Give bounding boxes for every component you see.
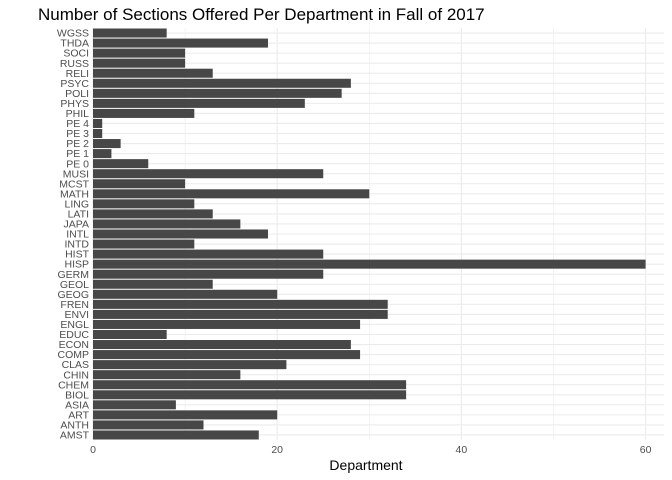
- bar-ling: [93, 199, 195, 209]
- bar-phys: [93, 98, 305, 108]
- y-tick-label: COMP: [58, 349, 90, 361]
- bars: [93, 28, 646, 440]
- bar-reli: [93, 68, 213, 78]
- bar-lati: [93, 209, 213, 219]
- y-tick-label: CLAS: [62, 359, 89, 371]
- y-tick-label: ANTH: [60, 420, 89, 432]
- bar-hist: [93, 249, 324, 259]
- y-tick-label: ENVI: [64, 309, 89, 321]
- y-tick-label: GEOL: [60, 279, 89, 291]
- y-tick-label: GERM: [58, 269, 90, 281]
- y-tick-label: PE 4: [66, 118, 89, 130]
- bar-soci: [93, 48, 186, 58]
- bar-chin: [93, 370, 241, 380]
- y-tick-label: ASIA: [65, 399, 89, 411]
- bar-educ: [93, 329, 167, 340]
- y-tick-label: THDA: [60, 38, 89, 50]
- y-tick-label: PE 3: [66, 128, 89, 140]
- bar-asia: [93, 400, 176, 410]
- x-tick-label: 0: [90, 444, 96, 456]
- y-tick-label: PHIL: [66, 108, 90, 120]
- x-tick-label: 20: [271, 444, 283, 456]
- y-tick-label: CHIN: [63, 369, 89, 381]
- bar-musi: [93, 169, 324, 179]
- y-tick-label: INTD: [65, 239, 90, 251]
- bar-biol: [93, 390, 407, 400]
- x-tick-label: 40: [456, 444, 468, 456]
- y-tick-labels: AMSTANTHARTASIABIOLCHEMCHINCLASCOMPECONE…: [57, 28, 90, 442]
- bar-pe-3: [93, 128, 103, 139]
- bar-comp: [93, 350, 361, 360]
- bar-intd: [93, 239, 195, 249]
- bar-pe-1: [93, 149, 112, 159]
- bar-poli: [93, 88, 342, 98]
- bar-pe-4: [93, 118, 103, 128]
- y-tick-label: EDUC: [59, 329, 89, 341]
- y-tick-label: RUSS: [60, 58, 89, 70]
- bar-russ: [93, 58, 186, 68]
- y-tick-label: HISP: [64, 259, 89, 271]
- x-tick-label: 60: [640, 444, 652, 456]
- y-tick-label: CHEM: [58, 379, 89, 391]
- y-tick-label: SOCI: [63, 48, 89, 60]
- bar-pe-2: [93, 139, 121, 149]
- bar-anth: [93, 420, 204, 430]
- y-tick-label: MCST: [59, 178, 89, 190]
- y-tick-label: ART: [68, 409, 89, 421]
- y-tick-label: MUSI: [63, 168, 89, 180]
- y-tick-label: MATH: [60, 188, 89, 200]
- bar-wgss: [93, 28, 167, 38]
- bar-thda: [93, 38, 268, 48]
- y-tick-label: BIOL: [65, 389, 89, 401]
- bar-econ: [93, 340, 351, 350]
- y-tick-label: LATI: [68, 209, 89, 221]
- bar-geol: [93, 279, 213, 289]
- y-tick-label: WGSS: [57, 28, 89, 40]
- x-tick-labels: 0 20 40 60: [90, 444, 651, 456]
- y-tick-label: LING: [64, 198, 89, 210]
- y-tick-label: ENGL: [60, 319, 89, 331]
- y-tick-label: PE 2: [66, 138, 89, 150]
- bar-chem: [93, 380, 407, 390]
- bar-envi: [93, 309, 388, 319]
- y-tick-label: GEOG: [57, 289, 89, 301]
- bar-clas: [93, 360, 287, 370]
- y-tick-label: PE 0: [66, 158, 89, 170]
- y-tick-label: HIST: [65, 249, 90, 261]
- y-tick-label: ECON: [59, 339, 89, 351]
- bar-amst: [93, 430, 259, 440]
- bar-pe-0: [93, 159, 149, 169]
- bar-germ: [93, 269, 324, 279]
- y-tick-label: RELI: [66, 68, 89, 80]
- x-axis-label: Department: [329, 457, 402, 473]
- bar-math: [93, 189, 370, 199]
- bar-engl: [93, 319, 361, 329]
- y-tick-label: JAPA: [64, 219, 89, 231]
- y-tick-label: PHYS: [60, 98, 89, 110]
- y-tick-label: POLI: [65, 88, 89, 100]
- y-tick-label: INTL: [66, 229, 89, 241]
- chart-title: Number of Sections Offered Per Departmen…: [38, 5, 485, 24]
- y-tick-label: FREN: [60, 299, 89, 311]
- y-tick-label: PE 1: [66, 148, 89, 160]
- bar-phil: [93, 108, 195, 118]
- bar-mcst: [93, 179, 186, 189]
- bar-geog: [93, 289, 278, 299]
- bar-hisp: [93, 259, 646, 269]
- bar-fren: [93, 299, 388, 309]
- bar-japa: [93, 219, 241, 229]
- bar-psyc: [93, 78, 351, 88]
- bar-intl: [93, 229, 268, 239]
- bar-art: [93, 410, 278, 420]
- y-tick-label: PSYC: [60, 78, 89, 90]
- y-tick-label: AMST: [60, 430, 90, 442]
